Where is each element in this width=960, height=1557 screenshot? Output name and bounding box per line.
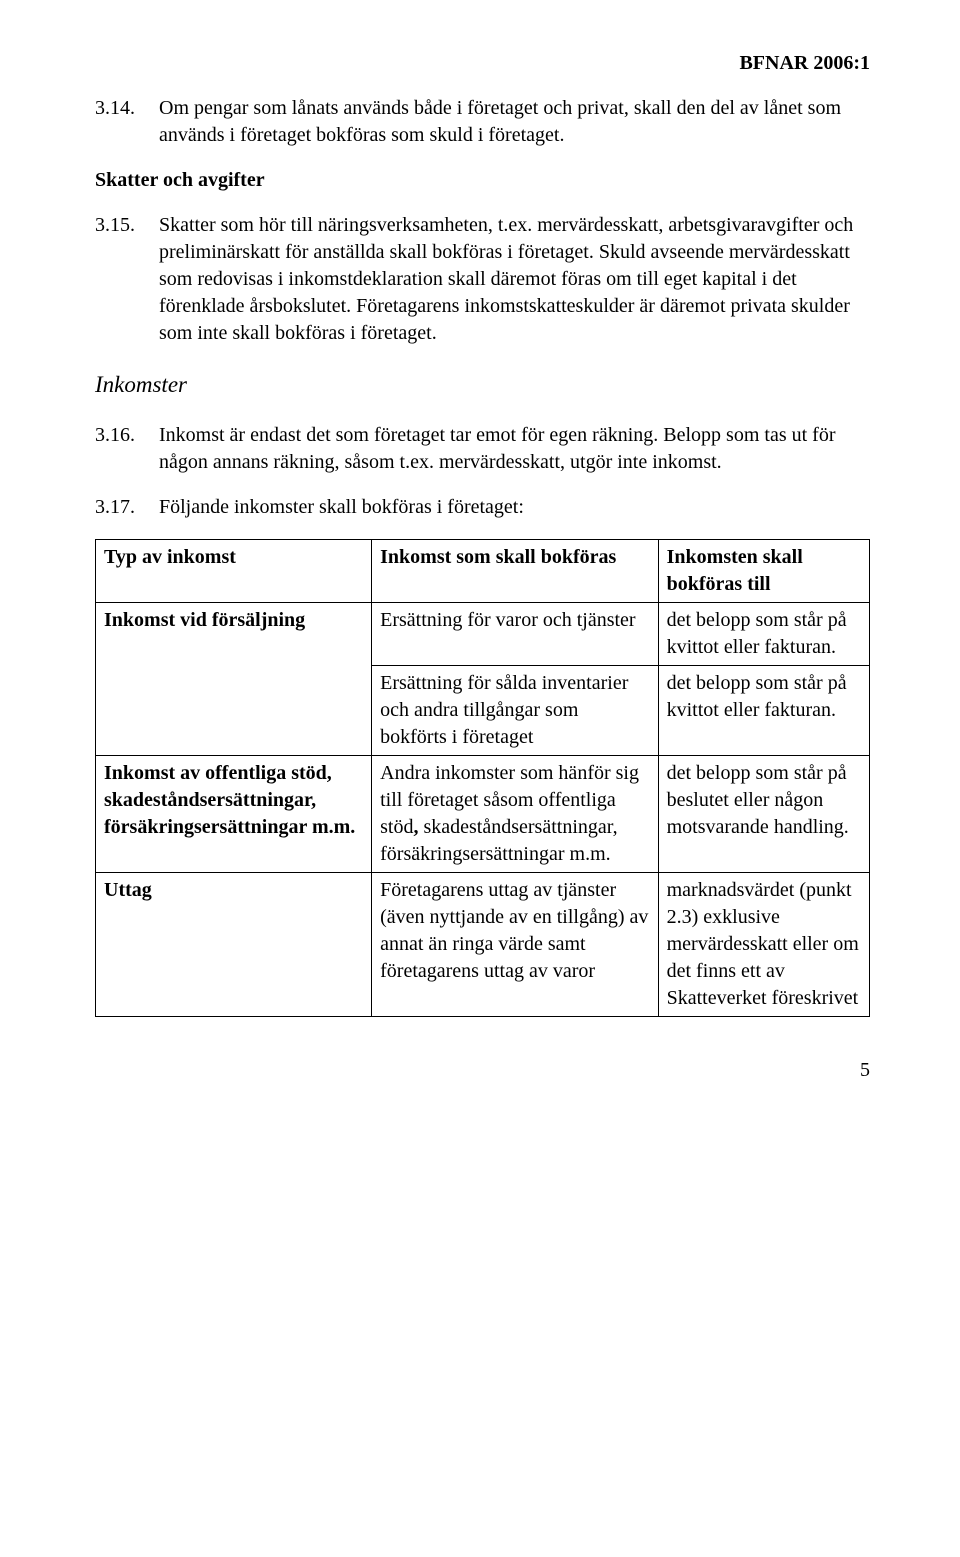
section-heading-inkomster: Inkomster (95, 369, 870, 400)
para-text: Följande inkomster skall bokföras i före… (159, 494, 870, 521)
para-text: Om pengar som lånats används både i före… (159, 95, 870, 149)
table-cell: det belopp som står på beslutet eller nå… (658, 756, 869, 873)
table-header-row: Typ av inkomst Inkomst som skall bokföra… (96, 540, 870, 603)
paragraph-3-14: 3.14. Om pengar som lånats används både … (95, 95, 870, 149)
paragraph-3-16: 3.16. Inkomst är endast det som företage… (95, 422, 870, 476)
table-cell: Inkomst av offentliga stöd, skadeståndse… (96, 756, 372, 873)
para-number: 3.14. (95, 95, 159, 149)
doc-header: BFNAR 2006:1 (95, 50, 870, 77)
table-cell: Andra inkomster som hänför sig till före… (372, 756, 659, 873)
table-cell: det belopp som står på kvittot eller fak… (658, 603, 869, 666)
paragraph-3-15: 3.15. Skatter som hör till näringsverksa… (95, 212, 870, 347)
income-table: Typ av inkomst Inkomst som skall bokföra… (95, 539, 870, 1017)
para-text: Inkomst är endast det som företaget tar … (159, 422, 870, 476)
table-cell: det belopp som står på kvittot eller fak… (658, 666, 869, 756)
para-number: 3.16. (95, 422, 159, 476)
table-cell: Uttag (96, 873, 372, 1017)
table-cell: marknadsvärdet (punkt 2.3) exklusive mer… (658, 873, 869, 1017)
subheading-skatter: Skatter och avgifter (95, 167, 870, 194)
table-cell: Företagarens uttag av tjänster (även nyt… (372, 873, 659, 1017)
table-header-col3: Inkomsten skall bokföras till (658, 540, 869, 603)
table-row: Inkomst av offentliga stöd, skadeståndse… (96, 756, 870, 873)
table-cell: Inkomst vid försäljning (96, 603, 372, 756)
table-row: Inkomst vid försäljning Ersättning för v… (96, 603, 870, 666)
table-header-col2: Inkomst som skall bokföras (372, 540, 659, 603)
paragraph-3-17: 3.17. Följande inkomster skall bokföras … (95, 494, 870, 521)
para-number: 3.17. (95, 494, 159, 521)
para-number: 3.15. (95, 212, 159, 347)
table-row: Uttag Företagarens uttag av tjänster (äv… (96, 873, 870, 1017)
table-cell: Ersättning för sålda inventarier och and… (372, 666, 659, 756)
para-text: Skatter som hör till näringsverksamheten… (159, 212, 870, 347)
page-number: 5 (95, 1057, 870, 1084)
table-cell: Ersättning för varor och tjänster (372, 603, 659, 666)
table-header-col1: Typ av inkomst (96, 540, 372, 603)
